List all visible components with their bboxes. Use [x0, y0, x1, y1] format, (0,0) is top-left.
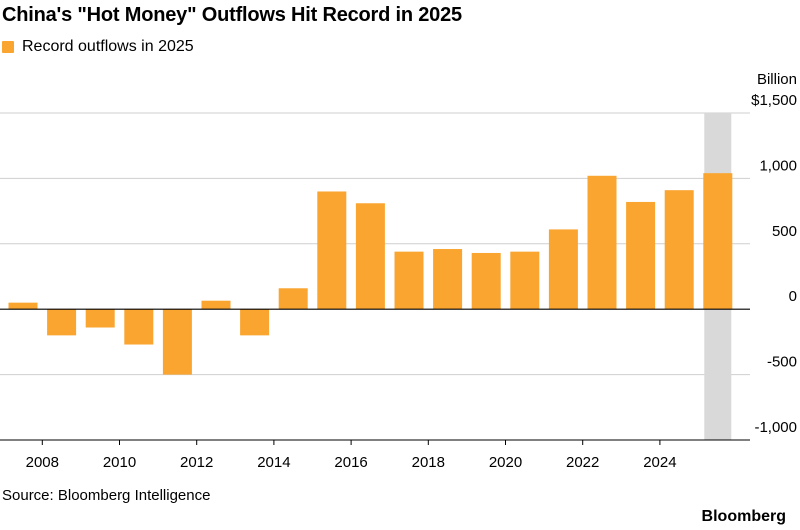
bar-2009 — [85, 309, 115, 328]
axis-layer: -1,000 -500 0 500 1,000 $1,500 2008 2010 2012 201… — [0, 92, 797, 471]
bloomberg-logo-text: Bloomberg — [701, 508, 786, 525]
y-tick-label: 500 — [772, 223, 797, 240]
bar-2013 — [240, 309, 270, 336]
x-tick-label: 2018 — [412, 454, 445, 471]
y-axis-unit-label: Billion — [757, 71, 797, 88]
bar-2012 — [201, 300, 231, 310]
bar-2018 — [433, 249, 463, 310]
bar-2011 — [162, 309, 192, 375]
y-tick-label: -1,000 — [754, 419, 797, 436]
chart-title: China's "Hot Money" Outflows Hit Record … — [2, 4, 462, 26]
x-tick-label: 2008 — [26, 454, 59, 471]
x-tick-label: 2010 — [103, 454, 136, 471]
legend-swatch — [2, 41, 14, 53]
y-tick-label: 1,000 — [759, 157, 797, 174]
bar-2025 — [703, 173, 733, 310]
bar-2020 — [510, 251, 540, 310]
y-tick-label: $1,500 — [751, 92, 797, 109]
bar-2021 — [548, 229, 578, 310]
bar-2016 — [355, 203, 385, 310]
legend-label: Record outflows in 2025 — [22, 38, 194, 55]
bar-2024 — [664, 190, 694, 310]
bar-2017 — [394, 251, 424, 310]
y-tick-label: 0 — [789, 288, 797, 305]
bar-layer — [8, 173, 733, 375]
legend: Record outflows in 2025 — [2, 38, 194, 56]
bar-2010 — [124, 309, 154, 345]
x-tick-label: 2020 — [489, 454, 522, 471]
bar-2023 — [626, 201, 656, 310]
x-tick-label: 2016 — [334, 454, 367, 471]
y-tick-label: -500 — [767, 354, 797, 371]
bar-2015 — [317, 191, 347, 310]
x-tick-label: 2014 — [257, 454, 290, 471]
x-tick-label: 2022 — [566, 454, 599, 471]
bar-2014 — [278, 288, 308, 310]
bar-2007 — [8, 302, 38, 310]
x-tick-label: 2012 — [180, 454, 213, 471]
bar-2019 — [471, 252, 501, 310]
source-note: Source: Bloomberg Intelligence — [2, 487, 211, 504]
x-tick-label: 2024 — [643, 454, 676, 471]
bar-2022 — [587, 175, 617, 310]
bar-2008 — [47, 309, 77, 336]
